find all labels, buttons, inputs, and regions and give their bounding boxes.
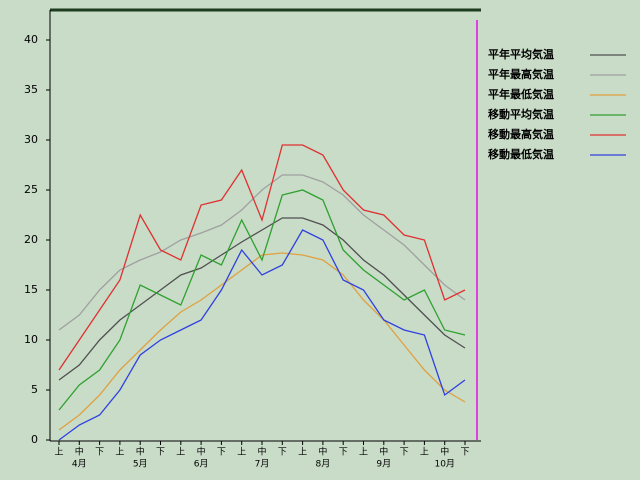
month-label: 6月 [194, 459, 209, 470]
legend-label: 平年平均気温 [488, 47, 554, 61]
y-tick-label: 35 [24, 83, 38, 96]
month-label: 7月 [255, 459, 270, 470]
y-tick-label: 40 [24, 33, 38, 46]
y-tick-label: 15 [24, 283, 38, 296]
x-tick-label: 下 [400, 448, 409, 458]
legend-label: 移動最低気温 [488, 147, 554, 161]
series-line [58, 144, 466, 371]
x-tick-label: 上 [176, 447, 185, 458]
x-tick-label: 上 [115, 447, 124, 458]
series-line [58, 217, 466, 381]
x-tick-label: 上 [359, 447, 368, 458]
month-label: 8月 [316, 459, 331, 470]
x-tick-label: 下 [156, 448, 165, 458]
x-tick-label: 上 [54, 447, 63, 458]
x-tick-label: 上 [298, 447, 307, 458]
x-tick-label: 上 [420, 447, 429, 458]
x-tick-label: 下 [278, 448, 287, 458]
x-tick-label: 下 [460, 448, 469, 458]
month-label: 5月 [133, 459, 148, 470]
y-tick-label: 0 [31, 433, 38, 446]
y-tick-label: 25 [24, 183, 38, 196]
x-tick-label: 下 [339, 448, 348, 458]
x-tick-label: 中 [75, 446, 84, 458]
x-tick-label: 中 [440, 446, 449, 458]
legend-label: 移動平均気温 [488, 107, 554, 121]
x-tick-label: 下 [95, 448, 104, 458]
month-label: 4月 [72, 459, 87, 470]
x-tick-label: 中 [379, 446, 388, 458]
month-label: 10月 [434, 459, 454, 470]
legend-label: 平年最高気温 [488, 67, 554, 81]
x-tick-label: 上 [237, 447, 246, 458]
y-tick-label: 20 [24, 233, 38, 246]
y-tick-label: 10 [24, 333, 38, 346]
y-tick-label: 30 [24, 133, 38, 146]
month-label: 9月 [376, 459, 391, 470]
series-line [58, 229, 466, 441]
x-tick-label: 中 [318, 446, 327, 458]
y-tick-label: 5 [31, 383, 38, 396]
series-line [58, 189, 466, 411]
legend-label: 移動最高気温 [488, 127, 554, 141]
series-line [58, 174, 466, 331]
x-tick-label: 中 [197, 446, 206, 458]
legend-label: 平年最低気温 [488, 87, 554, 101]
x-tick-label: 下 [217, 448, 226, 458]
x-tick-label: 中 [257, 446, 266, 458]
series-line [58, 252, 466, 431]
x-tick-label: 中 [136, 446, 145, 458]
